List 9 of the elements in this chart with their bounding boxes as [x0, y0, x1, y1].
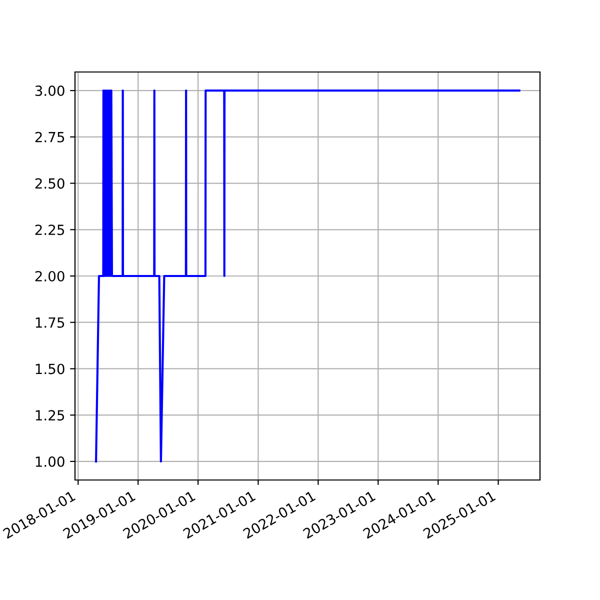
y-tick-label: 2.50 [35, 178, 64, 189]
y-tick-label: 2.25 [35, 224, 64, 236]
y-tick-label: 2.75 [35, 132, 64, 142]
y-tick-label: 1.50 [36, 364, 64, 374]
y-tick-label: 1.00 [36, 456, 64, 467]
y-tick-label: 1.75 [36, 318, 64, 328]
y-tick-label: 1.25 [36, 410, 64, 421]
y-tick-label: 2.00 [35, 270, 64, 282]
y-tick-label: 3.00 [35, 86, 64, 96]
